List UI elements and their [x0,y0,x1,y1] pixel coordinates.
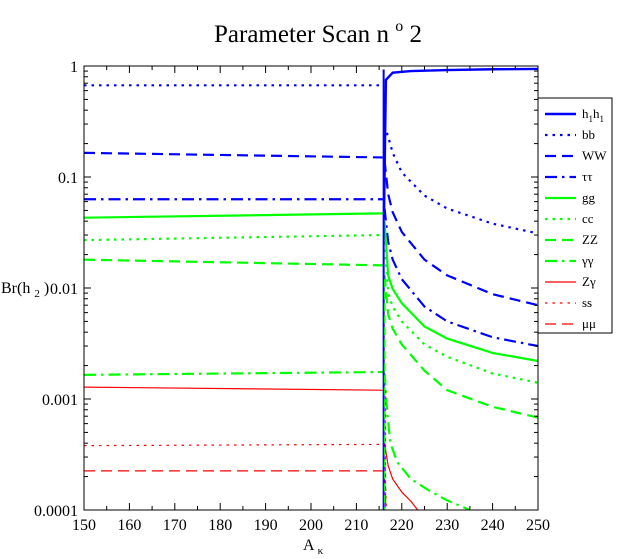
legend-label-part: 1 [600,114,605,124]
legend-label-part: h [593,106,600,121]
x-tick-label: 210 [344,517,368,534]
y-tick-label: 0.0001 [34,503,78,520]
series-5-line-right [383,241,538,384]
title-suffix-tail: 2 [409,21,422,48]
x-tick-label: 200 [299,517,323,534]
series-2-line-right [383,160,538,307]
x-axis-label-sub: κ [318,545,324,557]
series-3-line-right [383,208,538,348]
series-1-line-right [383,125,538,235]
series-7-line-right [383,373,471,510]
series-layer [84,67,538,510]
legend-label: cc [582,211,594,226]
legend-label: μμ [582,316,596,331]
legend-box [537,97,613,334]
series-8-line-left [84,386,383,391]
legend-label-part: 1 [589,114,594,124]
y-axis-label-post: ) [44,280,49,297]
legend-label: gg [582,190,596,205]
legend-label: ZZ [582,232,598,247]
x-tick-label: 180 [208,517,232,534]
y-axis-label-pre: Br(h [1,280,30,297]
series-4-line-left [84,212,383,219]
x-tick-label: 190 [254,517,278,534]
series-9-line-left [84,443,383,447]
svg-text:Parameter Scan n: Parameter Scan n o 2 [214,10,422,48]
y-axis-label-sub: 2 [34,288,40,300]
title-suffix-sup: o [395,18,403,35]
series-5-line-left [84,233,383,242]
x-axis-label-base: A [303,537,315,554]
legend-label: ττ [582,169,592,184]
axis-ticks: 150 160 170 180 190 200 210 220 230 240 250 0.0001 0… [34,59,550,534]
plot-frame [83,65,539,511]
series-0-line-right [382,67,538,211]
legend-label: bb [582,127,595,142]
y-tick-label: 0.1 [58,170,78,187]
x-tick-label: 240 [481,517,505,534]
x-tick-label: 170 [163,517,187,534]
legend-label-part: h [582,106,589,121]
legend-label: γγ [581,253,594,268]
chart-title: Parameter Scan n o 2 [214,10,422,48]
svg-text:Br(h 2 ): Br(h 2 ) [1,280,49,301]
y-tick-label: 0.01 [50,281,78,298]
legend-label: ss [582,295,592,310]
title-main: Parameter Scan [214,21,371,48]
x-axis-label: A κ [303,537,324,557]
y-tick-label: 1 [70,59,78,76]
x-tick-label: 160 [117,517,141,534]
y-tick-label: 0.001 [42,392,78,409]
x-tick-label: 220 [390,517,414,534]
title-suffix-base: n [376,21,389,48]
series-6-line-left [84,258,383,267]
x-tick-label: 230 [435,517,459,534]
series-8-line-right [383,443,419,510]
legend-label: WW [582,148,607,163]
legend-label: Zγ [582,274,596,289]
y-axis-label: Br(h 2 ) [1,280,49,301]
series-7-line-left [84,370,383,376]
series-4-line-right [383,221,538,363]
x-tick-label: 250 [526,517,550,534]
series-6-line-right [383,275,538,419]
legend-label: h1h1 [582,106,604,124]
series-2-line-left [84,151,383,159]
svg-text:A κ: A κ [303,537,324,557]
x-tick-label: 150 [72,517,96,534]
